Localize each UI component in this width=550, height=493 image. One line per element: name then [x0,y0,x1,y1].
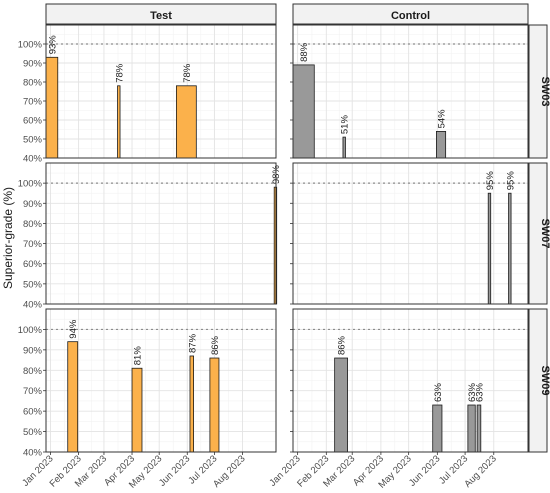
bar-sw03-test-2 [117,85,121,159]
bar-label-sw09-test-3: 87% [187,333,198,353]
bar-sw09-control-1 [334,357,348,453]
bar-label-sw09-control-2: 63% [433,382,444,402]
y-tick-label: 40% [23,300,43,311]
bar-sw09-control-4 [476,404,482,453]
bar-sw03-test-3 [175,85,197,159]
bar-label-sw09-test-2: 81% [133,346,144,366]
bar-label-sw03-control-2: 51% [340,115,351,135]
bar-sw09-control-3 [467,404,476,453]
y-axes: 40% 50% 60% 70% 80% 90% 100% 40% 50% 60% 70% 80% 90%… [18,40,293,459]
bar-label-sw07-control-1: 95% [485,171,496,191]
strip-label-sw07: SW07 [539,219,550,249]
y-tick-label: 70% [23,386,43,397]
bar-label-sw09-control-1: 86% [337,335,348,355]
y-tick-label: 60% [23,116,43,127]
y-tick-label: 90% [23,59,43,70]
panel-border [292,308,529,453]
column-strips: Test Control [45,3,529,25]
panel-sw09-test: 94% 81% 87% 86% [45,308,277,453]
row-strips: SW03 SW07 SW09 [528,24,550,453]
bar-label-sw03-test-3: 78% [182,63,193,83]
panel-border [292,24,529,159]
bar-sw09-test-1 [67,341,79,453]
strip-sw07 [528,162,548,305]
panel-border [45,162,277,305]
bar-label-sw09-test-4: 86% [210,335,221,355]
bar-sw03-control-3 [436,130,447,159]
bar-label-sw03-control-1: 88% [299,42,310,62]
bar-sw03-test-1 [45,56,59,159]
panel-sw07-test: 98% [45,162,282,305]
y-tick-label: 50% [23,279,43,290]
panel-border [45,308,277,453]
panel-border [45,24,277,159]
y-tick-label: 100% [18,40,43,51]
bar-sw07-control-2 [508,192,512,305]
y-tick-label: 60% [23,407,43,418]
panels: 93% 78% 78% 88% 51% 54% 98% 95% 95% 94% 81% 87% 86% 8… [45,24,529,453]
bar-sw09-test-3 [189,355,194,453]
y-tick-label: 90% [23,345,43,356]
bar-label-sw07-control-2: 95% [505,171,516,191]
y-tick-label: 90% [23,199,43,210]
y-tick-label: 50% [23,135,43,146]
strip-label-test: Test [150,10,172,22]
y-tick-label: 100% [18,325,43,336]
strip-label-sw03: SW03 [539,77,550,107]
x-tick-label: Jun 2023 [157,453,192,488]
bar-label-sw09-test-1: 94% [68,319,79,339]
strip-control [292,3,529,25]
y-tick-label: 60% [23,259,43,270]
bar-label-sw03-test-2: 78% [114,63,125,83]
bar-sw03-control-2 [342,136,346,159]
bar-sw07-control-1 [487,192,492,305]
strip-label-control: Control [391,10,430,22]
y-tick-label: 80% [23,78,43,89]
strip-test [45,3,277,25]
bar-label-sw03-control-3: 54% [437,109,448,129]
y-axis-title: Superior-grade (%) [1,187,15,289]
y-tick-label: 100% [18,179,43,190]
bar-label-sw03-test-1: 93% [47,35,58,55]
y-tick-label: 40% [23,154,43,165]
bar-sw09-test-2 [131,367,143,453]
bar-sw09-control-2 [432,404,443,453]
y-tick-label: 80% [23,366,43,377]
y-tick-label: 70% [23,97,43,108]
y-tick-label: 80% [23,219,43,230]
strip-sw09 [528,308,548,453]
bar-sw03-control-1 [292,64,315,159]
panel-sw03-control: 88% 51% 54% [292,24,529,159]
bar-label-sw09-control-3: 63% [467,382,478,402]
strip-label-sw09: SW09 [539,366,550,396]
panel-sw03-test: 93% 78% 78% [45,24,277,159]
x-tick-label: Jun 2023 [407,453,442,488]
strip-sw03 [528,24,548,159]
bar-label-sw09-control-4: 63% [474,382,485,402]
panel-border [292,162,529,305]
y-tick-label: 70% [23,239,43,250]
y-tick-label: 40% [23,448,43,459]
panel-sw07-control: 95% 95% [292,162,529,305]
y-tick-label: 50% [23,427,43,438]
bar-sw09-test-4 [209,357,220,453]
panel-sw09-control: 86%63% 63%63% [292,308,529,453]
